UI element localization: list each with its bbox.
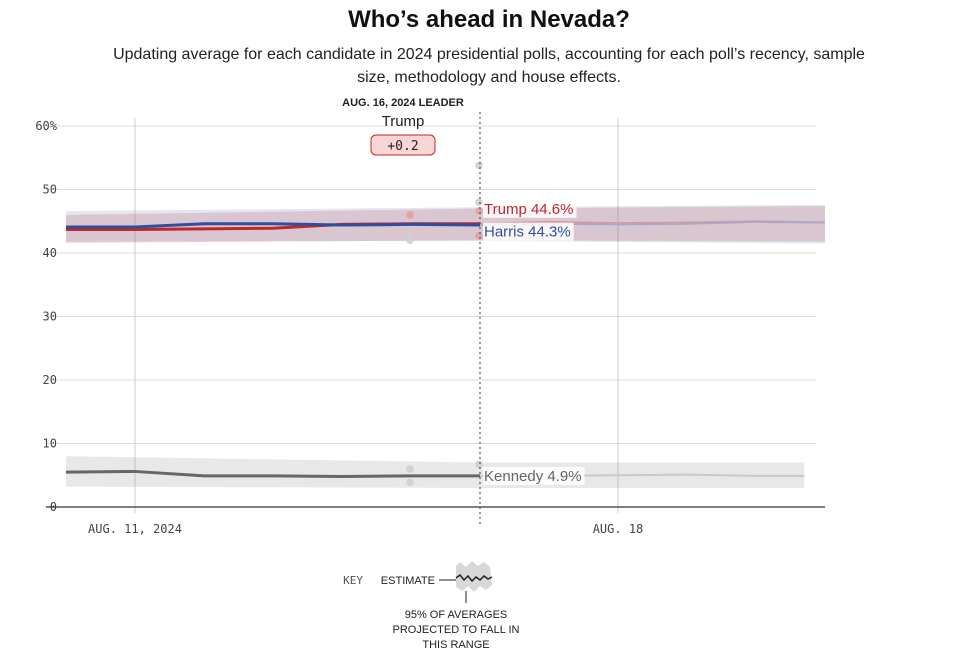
key-range-line2: PROJECTED TO FALL IN [393, 624, 520, 636]
series-lines [65, 220, 826, 479]
confidence-bands [66, 204, 825, 488]
gridlines [46, 118, 816, 513]
key-estimate-label: ESTIMATE [381, 575, 435, 587]
band-kennedy [66, 456, 805, 488]
poll-dot-harris [406, 236, 414, 245]
x-tick-label: AUG. 18 [593, 522, 644, 536]
y-tick-label: 60% [35, 119, 57, 133]
end-labels: Trump 44.6% Harris 44.3% Kennedy 4.9% [483, 199, 585, 485]
poll-dot-trump [475, 232, 483, 240]
chart-subtitle: Updating average for each candidate in 2… [113, 46, 865, 86]
y-tick-label: 30 [43, 310, 57, 324]
key-range-swatch [456, 561, 492, 592]
key-range-line3: THIS RANGE [422, 639, 489, 651]
poll-dot-harris [475, 198, 483, 206]
end-label-bg [483, 199, 577, 218]
end-label-kennedy: Kennedy 4.9% [484, 468, 582, 485]
poll-dot-trump [475, 207, 483, 215]
poll-dot-kennedy [406, 478, 414, 487]
chart-title: Who’s ahead in Nevada? [348, 6, 630, 33]
poll-dot-trump [406, 211, 414, 219]
x-tick-label: AUG. 11, 2024 [88, 522, 182, 536]
y-tick-label: 50 [43, 183, 57, 197]
series-line-kennedy [65, 469, 480, 479]
y-tick-label: 40 [43, 246, 57, 260]
end-label-bg [483, 222, 574, 241]
poll-dot-kennedy [406, 465, 414, 473]
leader-heading: AUG. 16, 2024 LEADER [342, 97, 464, 109]
leader-name: Trump [382, 113, 425, 130]
poll-dot-kennedy [475, 460, 483, 469]
end-label-harris: Harris 44.3% [484, 224, 571, 241]
poll-dots [406, 161, 483, 487]
y-tick-label: 10 [43, 437, 57, 451]
leader-margin: +0.2 [387, 139, 418, 154]
key-label: KEY [343, 574, 363, 587]
poll-dot-harris [406, 230, 414, 238]
leader-margin-badge [370, 134, 436, 156]
poll-dot-harris [475, 161, 483, 170]
series-line-harris [66, 222, 481, 229]
key-estimate-swatch [455, 573, 493, 583]
key-range-line1: 95% OF AVERAGES [405, 609, 508, 621]
end-label-bg [483, 466, 585, 485]
y-tick-label: 20 [43, 373, 57, 387]
end-label-trump: Trump 44.6% [484, 201, 573, 218]
